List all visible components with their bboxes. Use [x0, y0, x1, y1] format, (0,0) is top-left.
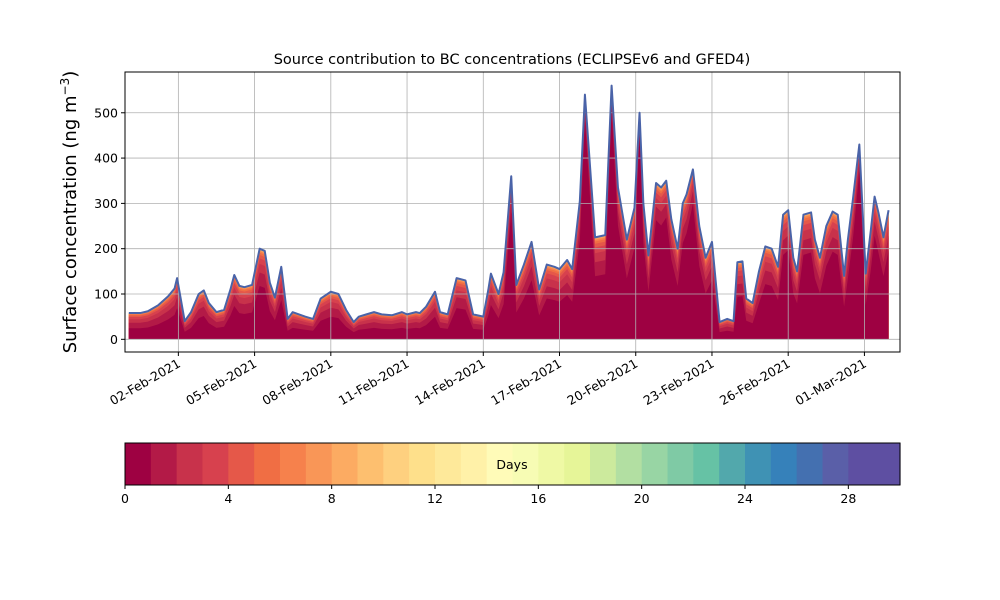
x-tick-label: 17-Feb-2021 — [488, 356, 564, 408]
colorbar-tick-label: 16 — [530, 491, 546, 506]
y-tick-label: 300 — [94, 196, 118, 211]
y-tick-label: 400 — [94, 151, 118, 166]
colorbar-segment — [357, 443, 384, 485]
colorbar-segment — [228, 443, 255, 485]
colorbar-segment — [383, 443, 410, 485]
colorbar-tick-label: 4 — [224, 491, 232, 506]
x-tick-label: 11-Feb-2021 — [336, 356, 412, 408]
colorbar-tick-label: 20 — [634, 491, 650, 506]
colorbar-segment — [848, 443, 875, 485]
colorbar-segment — [512, 443, 539, 485]
x-tick-label: 08-Feb-2021 — [260, 356, 336, 408]
grid-lines — [125, 72, 900, 352]
colorbar — [124, 442, 901, 486]
colorbar-segment — [770, 443, 798, 485]
colorbar-segment — [538, 443, 565, 485]
colorbar-tick-label: 0 — [121, 491, 129, 506]
y-tick-label: 100 — [94, 287, 118, 302]
colorbar-segment — [435, 443, 462, 485]
colorbar-segment — [125, 443, 152, 485]
colorbar-tick-label: 24 — [737, 491, 753, 506]
x-tick-label: 01-Mar-2021 — [793, 356, 869, 409]
colorbar-segment — [254, 443, 281, 485]
colorbar-segment — [331, 443, 359, 485]
x-tick-label: 23-Feb-2021 — [641, 356, 717, 408]
chart-title: Source contribution to BC concentrations… — [274, 52, 751, 68]
colorbar-segment — [460, 443, 488, 485]
y-tick-label: 500 — [94, 105, 118, 120]
y-axis-label-superscript: −3 — [58, 78, 72, 96]
colorbar-frame — [124, 442, 901, 486]
x-tick-label: 02-Feb-2021 — [107, 356, 183, 408]
colorbar-segment — [796, 443, 824, 485]
colorbar-tick-label: 8 — [328, 491, 336, 506]
colorbar-segment — [693, 443, 720, 485]
colorbar-segment — [590, 443, 617, 485]
y-axis-label-close: ) — [60, 71, 81, 78]
y-tick-label: 0 — [110, 332, 118, 347]
area-layer-day-0 — [128, 110, 889, 340]
colorbar-segment — [719, 443, 746, 485]
colorbar-segment — [409, 443, 436, 485]
colorbar-segment — [615, 443, 643, 485]
colorbar-segment — [150, 443, 178, 485]
colorbar-segment — [176, 443, 204, 485]
y-axis-label: Surface concentration (ng m−3) — [58, 71, 81, 354]
colorbar-tick-label: 12 — [427, 491, 443, 506]
colorbar-segment — [564, 443, 591, 485]
colorbar-segment — [202, 443, 229, 485]
y-axis-ticks: 0 100 200 300 400 500 — [94, 105, 125, 347]
colorbar-tick-label: 28 — [840, 491, 856, 506]
colorbar-segment — [641, 443, 669, 485]
colorbar-segment — [280, 443, 307, 485]
plot-frame — [124, 71, 901, 353]
x-tick-label: 05-Feb-2021 — [183, 356, 259, 408]
colorbar-segment — [667, 443, 694, 485]
x-tick-label: 20-Feb-2021 — [564, 356, 640, 408]
x-axis-ticks: 02-Feb-2021 05-Feb-2021 08-Feb-2021 11-Feb-… — [107, 352, 869, 408]
x-tick-label: 14-Feb-2021 — [412, 356, 488, 408]
svg-text:Surface concentration (ng m−3): Surface concentration (ng m−3) — [58, 71, 81, 354]
colorbar-segment — [486, 443, 514, 485]
y-tick-label: 200 — [94, 241, 118, 256]
colorbar-label: Days — [496, 457, 527, 472]
y-axis-label-main: Surface concentration (ng m — [60, 95, 81, 353]
colorbar-segment — [874, 443, 901, 485]
colorbar-ticks: 0 4 8 12 16 20 24 28 — [121, 485, 856, 506]
colorbar-segment — [745, 443, 772, 485]
colorbar-segment — [305, 443, 333, 485]
colorbar-segment — [822, 443, 849, 485]
series-line-total — [128, 84, 890, 324]
x-tick-label: 26-Feb-2021 — [717, 356, 793, 408]
